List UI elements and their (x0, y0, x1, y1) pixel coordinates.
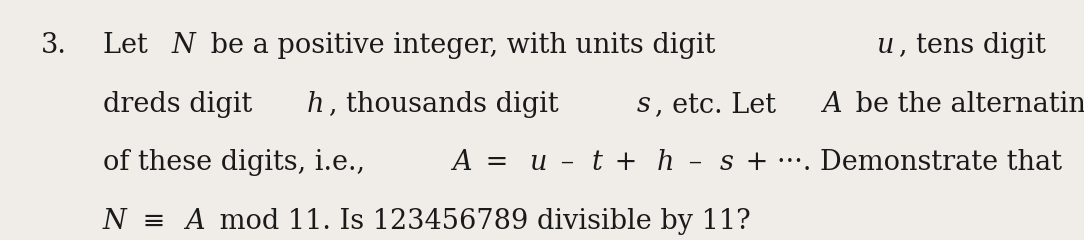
Text: A: A (185, 208, 205, 235)
Text: A: A (822, 90, 841, 118)
Text: , etc. Let: , etc. Let (655, 90, 784, 118)
Text: dreds digit: dreds digit (103, 90, 261, 118)
Text: s: s (636, 90, 650, 118)
Text: N: N (172, 32, 195, 59)
Text: , tens digit: , tens digit (899, 32, 1054, 59)
Text: t: t (592, 149, 603, 176)
Text: mod 11. Is 123456789 divisible by 11?: mod 11. Is 123456789 divisible by 11? (210, 208, 750, 235)
Text: +: + (606, 149, 646, 176)
Text: be a positive integer, with units digit: be a positive integer, with units digit (203, 32, 724, 59)
Text: s: s (720, 149, 734, 176)
Text: h: h (307, 90, 324, 118)
Text: A: A (452, 149, 472, 176)
Text: Let: Let (103, 32, 156, 59)
Text: h: h (657, 149, 674, 176)
Text: , thousands digit: , thousands digit (330, 90, 568, 118)
Text: N: N (103, 208, 127, 235)
Text: –: – (552, 149, 582, 176)
Text: u: u (529, 149, 546, 176)
Text: u: u (876, 32, 893, 59)
Text: ≡: ≡ (133, 208, 173, 235)
Text: + ···. Demonstrate that: + ···. Demonstrate that (737, 149, 1062, 176)
Text: –: – (680, 149, 711, 176)
Text: of these digits, i.e.,: of these digits, i.e., (103, 149, 374, 176)
Text: be the alternating sum: be the alternating sum (848, 90, 1084, 118)
Text: 3.: 3. (41, 32, 67, 59)
Text: =: = (477, 149, 517, 176)
